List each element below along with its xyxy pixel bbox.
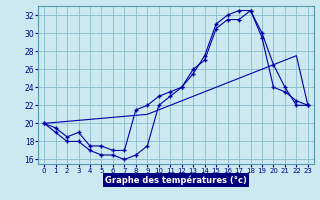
X-axis label: Graphe des températures (°c): Graphe des températures (°c): [105, 176, 247, 185]
